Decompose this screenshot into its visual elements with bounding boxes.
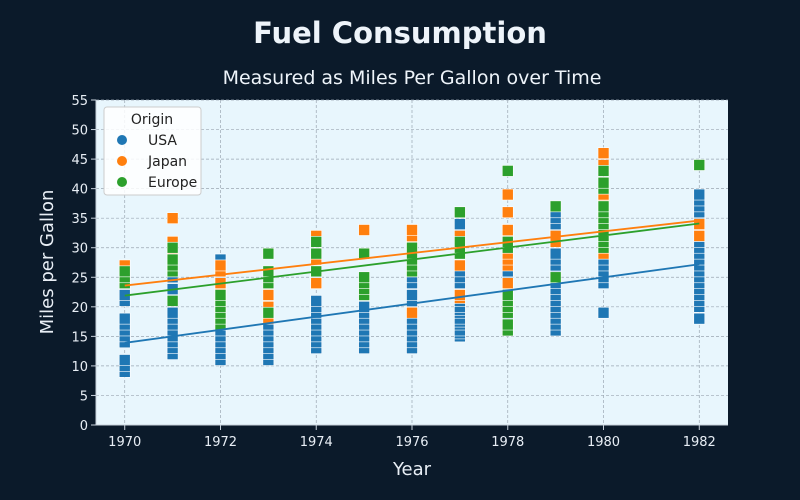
y-tick-label: 15 (71, 330, 88, 345)
x-tick-label: 1980 (587, 435, 620, 450)
y-axis-ticks: 0 5 10 15 20 25 30 35 40 45 50 55 (71, 94, 96, 434)
data-point-europe (501, 289, 514, 301)
legend-label-europe: Europe (148, 175, 197, 191)
legend-title: Origin (131, 112, 173, 128)
trend-line-usa (124, 263, 700, 344)
data-point-japan (358, 224, 370, 236)
data-point-japan (693, 230, 706, 242)
data-point-usa (549, 247, 562, 260)
data-point-europe (549, 200, 562, 213)
y-tick-label: 50 (71, 124, 88, 139)
data-point-japan (406, 306, 418, 319)
data-point-europe (166, 295, 179, 307)
y-tick-label: 10 (71, 360, 88, 375)
y-axis-label: Miles per Gallon (37, 190, 58, 335)
y-tick-label: 25 (71, 271, 88, 286)
x-axis-ticks: 1970 1972 1974 1976 1978 1980 1982 (108, 425, 716, 450)
data-point-japan (501, 188, 514, 201)
data-point-europe (597, 176, 610, 189)
y-tick-label: 55 (71, 94, 88, 109)
trend-line-japan (124, 219, 700, 287)
legend-marker-japan (117, 156, 127, 166)
y-tick-label: 30 (71, 242, 88, 257)
data-point-usa (310, 295, 323, 307)
data-point-europe (262, 247, 275, 260)
data-point-usa (358, 301, 370, 313)
chart-title: Fuel Consumption (253, 16, 547, 50)
y-tick-label: 40 (71, 183, 88, 198)
x-tick-label: 1976 (395, 435, 428, 450)
data-point-japan (597, 147, 610, 159)
legend-marker-europe (117, 177, 127, 187)
data-point-europe (549, 271, 562, 284)
legend-marker-usa (117, 135, 127, 145)
x-tick-label: 1974 (300, 435, 333, 450)
data-point-japan (166, 212, 179, 224)
y-tick-label: 45 (71, 153, 88, 168)
data-point-usa (118, 354, 131, 366)
data-point-europe (597, 165, 610, 177)
data-point-japan (454, 289, 466, 301)
data-point-japan (406, 224, 418, 236)
y-tick-label: 5 (80, 389, 88, 404)
data-point-europe (358, 271, 370, 284)
x-tick-label: 1970 (108, 435, 141, 450)
data-point-europe (118, 265, 131, 278)
data-point-europe (501, 318, 514, 331)
data-point-usa (454, 218, 466, 230)
data-point-japan (501, 206, 514, 219)
trend-lines (124, 219, 700, 344)
data-point-europe (214, 289, 227, 301)
data-point-europe (310, 236, 323, 248)
data-point-usa (406, 289, 418, 301)
data-point-europe (166, 241, 179, 254)
data-point-europe (406, 241, 418, 254)
chart-subtitle: Measured as Miles Per Gallon over Time (223, 67, 602, 89)
data-point-europe (501, 165, 514, 177)
data-point-europe (310, 247, 323, 260)
data-point-japan (501, 224, 514, 236)
trend-line-europe (124, 222, 700, 297)
data-point-europe (454, 206, 466, 219)
x-tick-label: 1982 (683, 435, 716, 450)
data-point-usa (166, 306, 179, 319)
y-tick-label: 20 (71, 301, 88, 316)
data-point-europe (693, 159, 706, 171)
data-point-usa (118, 312, 131, 325)
y-tick-label: 35 (71, 212, 88, 227)
data-point-europe (262, 306, 275, 319)
legend: Origin USA Japan Europe (103, 106, 202, 196)
data-point-europe (262, 265, 275, 278)
legend-box (103, 106, 202, 196)
data-point-japan (454, 259, 466, 272)
x-tick-label: 1978 (491, 435, 524, 450)
y-tick-label: 0 (80, 419, 88, 434)
data-point-japan (262, 289, 275, 301)
data-point-europe (166, 253, 179, 266)
data-point-europe (597, 200, 610, 213)
data-point-japan (214, 259, 227, 272)
data-point-usa (597, 306, 610, 319)
x-axis-label: Year (392, 459, 432, 480)
legend-label-japan: Japan (147, 154, 187, 170)
data-point-europe (454, 236, 466, 248)
data-point-usa (693, 188, 706, 201)
legend-label-usa: USA (148, 133, 177, 149)
data-point-usa (693, 312, 706, 325)
data-point-japan (501, 277, 514, 289)
x-tick-label: 1972 (204, 435, 237, 450)
data-point-japan (310, 277, 323, 289)
